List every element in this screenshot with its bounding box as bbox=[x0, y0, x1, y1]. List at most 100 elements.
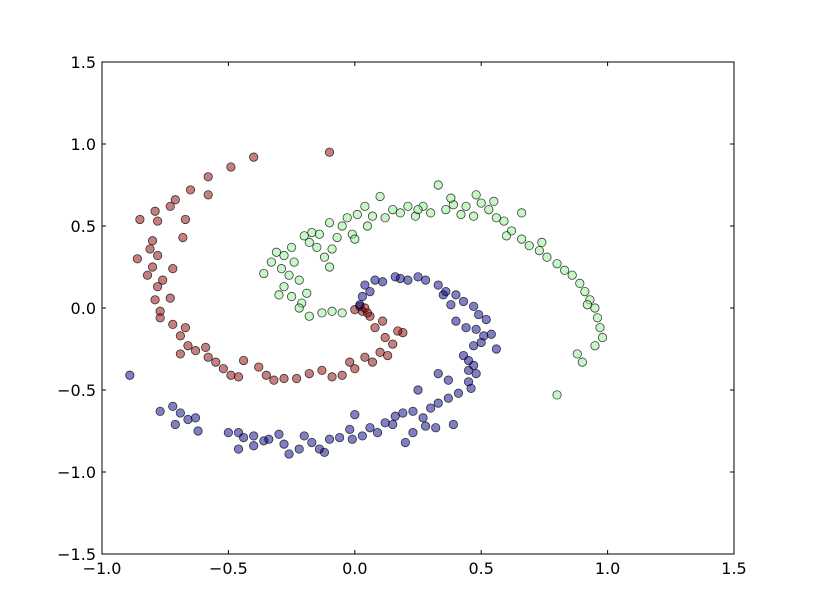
data-point bbox=[226, 370, 236, 380]
data-point bbox=[395, 208, 405, 218]
data-point bbox=[484, 205, 494, 215]
data-point bbox=[284, 270, 294, 280]
y-tick-label: 0.0 bbox=[71, 299, 96, 318]
data-point bbox=[332, 232, 342, 243]
data-point bbox=[367, 211, 378, 221]
data-point bbox=[284, 449, 294, 459]
data-point bbox=[456, 209, 466, 220]
data-point bbox=[560, 265, 570, 275]
data-point bbox=[461, 323, 471, 333]
data-point bbox=[317, 365, 327, 375]
data-point bbox=[426, 208, 436, 218]
data-point bbox=[469, 341, 479, 351]
data-point bbox=[469, 211, 479, 221]
data-point bbox=[175, 408, 185, 418]
tick-labels-layer: −1.0 −0.5 0.0 0.5 1.0 1.5−1.5−1.0−0.50.00.51.… bbox=[57, 53, 747, 578]
data-point bbox=[304, 368, 314, 379]
data-point bbox=[279, 373, 289, 384]
y-tick-label: 1.0 bbox=[71, 135, 96, 154]
data-point bbox=[168, 401, 178, 411]
data-point bbox=[249, 431, 259, 441]
data-point bbox=[203, 352, 213, 362]
data-point bbox=[286, 242, 297, 252]
data-point bbox=[147, 262, 158, 272]
data-point bbox=[190, 413, 201, 423]
data-point bbox=[418, 413, 428, 423]
data-point bbox=[433, 398, 443, 408]
data-point bbox=[223, 428, 233, 438]
data-point bbox=[595, 323, 605, 333]
data-point bbox=[254, 362, 264, 372]
data-point bbox=[350, 234, 360, 244]
data-point bbox=[390, 272, 400, 282]
data-point bbox=[501, 231, 512, 241]
data-point bbox=[360, 352, 370, 362]
data-point bbox=[441, 205, 451, 215]
data-point bbox=[413, 385, 423, 395]
data-point bbox=[279, 439, 289, 449]
data-point bbox=[370, 323, 380, 333]
data-point bbox=[337, 221, 347, 231]
data-point bbox=[542, 252, 552, 262]
data-point bbox=[592, 313, 603, 323]
data-point bbox=[337, 370, 347, 380]
data-point bbox=[279, 282, 289, 292]
data-point bbox=[580, 286, 590, 297]
data-point bbox=[342, 213, 352, 223]
data-point bbox=[577, 357, 587, 367]
data-point bbox=[378, 277, 388, 287]
data-point bbox=[582, 300, 592, 310]
data-point bbox=[170, 419, 180, 430]
data-point bbox=[347, 434, 357, 444]
data-point bbox=[537, 237, 547, 247]
data-point bbox=[388, 205, 398, 215]
data-point bbox=[271, 247, 282, 257]
data-point bbox=[307, 227, 317, 238]
data-point bbox=[443, 375, 453, 385]
data-point bbox=[155, 406, 165, 416]
data-point bbox=[190, 346, 201, 356]
data-point bbox=[168, 319, 178, 329]
data-point bbox=[158, 275, 168, 285]
data-point bbox=[178, 232, 188, 243]
data-point bbox=[383, 350, 393, 361]
x-tick-label: 1.5 bbox=[721, 559, 746, 578]
data-point bbox=[433, 180, 443, 190]
data-point bbox=[372, 428, 383, 438]
plot-frame bbox=[101, 61, 735, 555]
data-point bbox=[413, 272, 423, 282]
data-point bbox=[524, 241, 534, 251]
data-point bbox=[360, 280, 370, 290]
y-tick-label: 0.5 bbox=[71, 217, 96, 236]
data-point bbox=[420, 421, 431, 431]
points-layer bbox=[125, 147, 608, 459]
data-point bbox=[147, 236, 158, 246]
plot-background bbox=[102, 62, 734, 554]
data-point bbox=[355, 300, 365, 310]
data-point bbox=[180, 323, 191, 333]
data-point bbox=[276, 264, 287, 274]
data-point bbox=[438, 290, 448, 300]
data-point bbox=[446, 300, 456, 310]
data-point bbox=[491, 213, 501, 223]
data-point bbox=[165, 293, 175, 303]
data-point bbox=[135, 214, 145, 225]
data-point bbox=[286, 291, 297, 302]
data-point bbox=[327, 372, 337, 382]
x-tick-label: 0.0 bbox=[342, 559, 367, 578]
data-point bbox=[203, 190, 213, 200]
data-point bbox=[150, 295, 160, 305]
data-point bbox=[274, 290, 284, 300]
data-point bbox=[211, 357, 221, 367]
data-point bbox=[168, 264, 178, 274]
data-point bbox=[324, 147, 335, 157]
data-point bbox=[314, 229, 325, 239]
y-tick-label: −1.0 bbox=[57, 463, 96, 482]
data-point bbox=[552, 390, 562, 400]
data-point bbox=[413, 205, 423, 215]
data-point bbox=[183, 414, 193, 425]
data-point bbox=[451, 316, 461, 326]
data-point bbox=[350, 409, 360, 420]
data-point bbox=[259, 268, 269, 279]
data-point bbox=[481, 314, 491, 325]
